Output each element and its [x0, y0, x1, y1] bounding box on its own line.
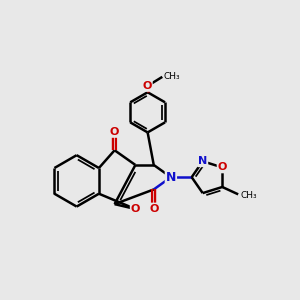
- Text: CH₃: CH₃: [240, 191, 257, 200]
- Text: O: O: [218, 162, 227, 172]
- Text: O: O: [131, 204, 140, 214]
- Text: N: N: [166, 171, 176, 184]
- Text: O: O: [110, 127, 119, 137]
- Text: O: O: [149, 203, 158, 214]
- Text: O: O: [142, 81, 152, 91]
- Text: CH₃: CH₃: [164, 72, 180, 81]
- Text: N: N: [198, 156, 207, 166]
